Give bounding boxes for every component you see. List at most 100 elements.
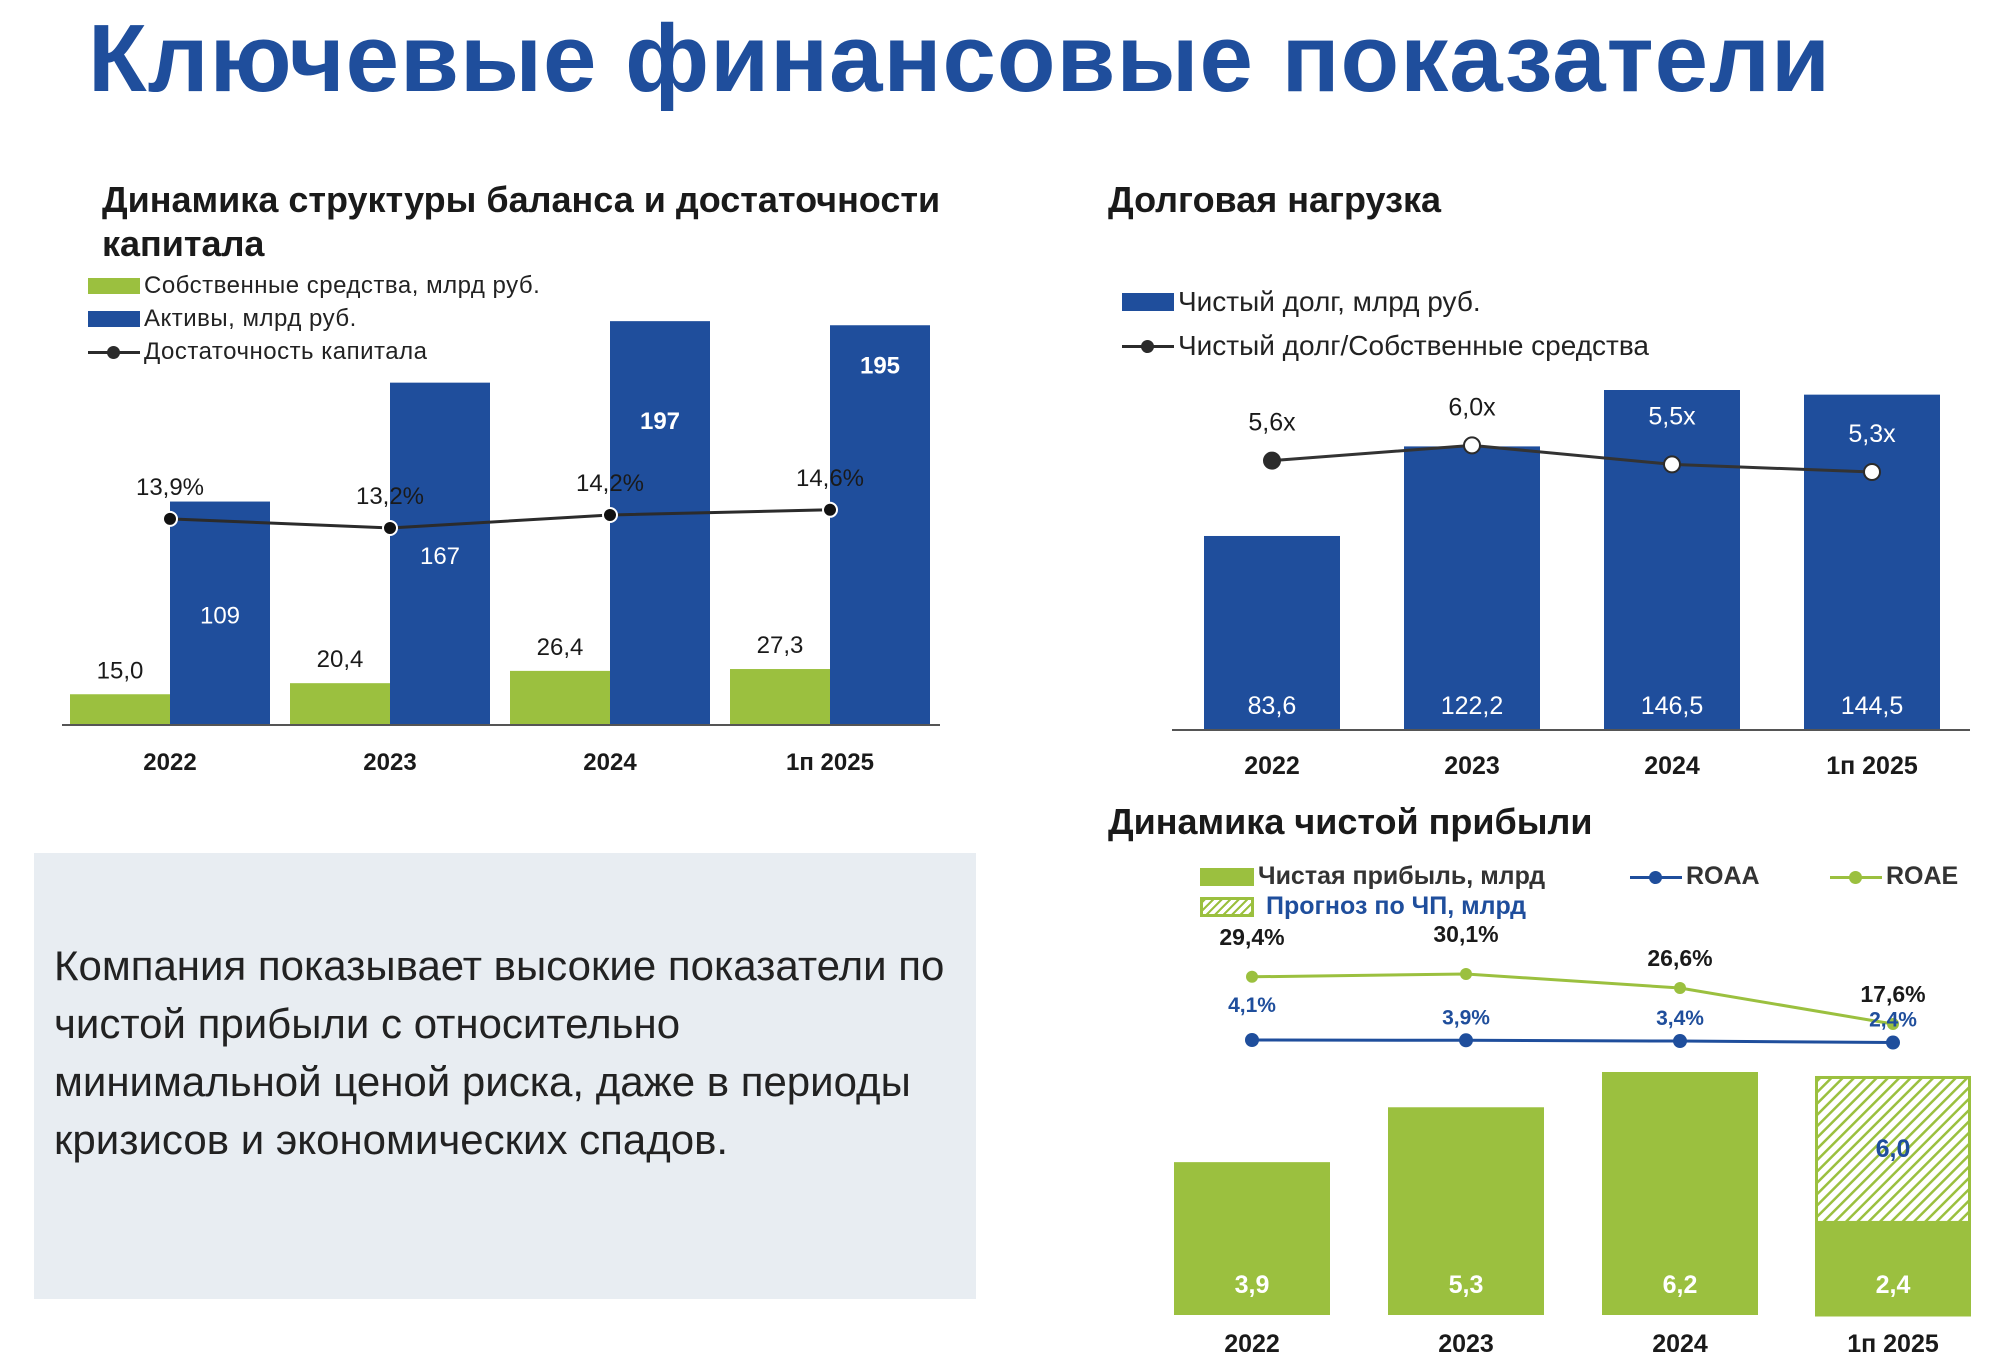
label-net-debt-2022: 83,6 bbox=[1248, 692, 1297, 720]
legend-item-net-debt: Чистый долг, млрд руб. bbox=[1122, 286, 1481, 318]
label-net-profit-2022: 3,9 bbox=[1235, 1271, 1270, 1299]
point-roaa-1п-2025 bbox=[1886, 1035, 1900, 1050]
label-equity-2022: 15,0 bbox=[97, 657, 144, 684]
label-roaa-1п-2025: 2,4% bbox=[1869, 1009, 1917, 1032]
legend-item-roaa: ROAA bbox=[1630, 862, 1760, 891]
label-assets-1п-2025: 195 bbox=[860, 352, 900, 379]
label-assets-2024: 197 bbox=[640, 408, 680, 435]
point-debt-ratio-2022 bbox=[1263, 451, 1281, 470]
bar-equity-2022 bbox=[70, 694, 170, 725]
legend-swatch-net-debt bbox=[1122, 293, 1174, 311]
description-text: Компания показывает высокие показатели п… bbox=[54, 942, 945, 1163]
label-capital-adequacy-1п-2025: 14,6% bbox=[796, 465, 864, 492]
label-capital-adequacy-2022: 13,9% bbox=[136, 474, 204, 501]
label-debt-ratio-1п-2025: 5,3x bbox=[1848, 420, 1896, 448]
label-roae-2024: 26,6% bbox=[1647, 945, 1712, 971]
legend-label-assets: Активы, млрд руб. bbox=[144, 305, 357, 332]
label-net-profit-1п-2025: 2,4 bbox=[1876, 1271, 1911, 1299]
legend-label-equity: Собственные средства, млрд руб. bbox=[144, 272, 541, 299]
bar-net-profit-2023 bbox=[1388, 1107, 1544, 1315]
label-roaa-2022: 4,1% bbox=[1228, 994, 1276, 1017]
point-debt-ratio-2024 bbox=[1663, 455, 1681, 474]
x-tick-debt-2024: 2024 bbox=[1644, 752, 1700, 780]
bar-assets-2024 bbox=[610, 321, 710, 725]
legend-item-capital-adequacy: Достаточность капитала bbox=[88, 338, 427, 366]
bar-assets-2023 bbox=[390, 382, 490, 725]
label-debt-ratio-2024: 5,5x bbox=[1648, 402, 1696, 430]
legend-swatch-profit-forecast bbox=[1200, 896, 1254, 917]
description-box: Компания показывает высокие показатели п… bbox=[34, 853, 976, 1299]
point-roaa-2024 bbox=[1673, 1034, 1687, 1049]
point-roae-1п-2025 bbox=[1887, 1018, 1899, 1030]
balance-chart-title: Динамика структуры баланса и достаточнос… bbox=[102, 179, 941, 264]
bar-assets-1п-2025 bbox=[830, 325, 930, 725]
legend-label-capital-adequacy: Достаточность капитала bbox=[144, 338, 428, 365]
point-capital-adequacy-1п-2025 bbox=[822, 501, 838, 518]
label-equity-1п-2025: 27,3 bbox=[757, 632, 804, 659]
bar-net-debt-1п-2025 bbox=[1804, 394, 1940, 730]
legend-label-profit-forecast: Прогноз по ЧП, млрд bbox=[1266, 892, 1526, 920]
x-tick-profit-2023: 2023 bbox=[1438, 1330, 1494, 1358]
x-tick-profit-2024: 2024 bbox=[1652, 1330, 1708, 1358]
label-capital-adequacy-2023: 13,2% bbox=[356, 483, 424, 510]
legend-label-roaa: ROAA bbox=[1686, 862, 1760, 890]
legend-item-profit-forecast: Прогноз по ЧП, млрд bbox=[1200, 892, 1526, 921]
legend-swatch-capital-adequacy bbox=[88, 344, 140, 360]
point-capital-adequacy-2023 bbox=[382, 520, 398, 536]
bar-assets-2022 bbox=[170, 501, 270, 725]
label-equity-2023: 20,4 bbox=[317, 646, 364, 673]
line-roaa bbox=[1251, 1038, 1894, 1045]
point-roaa-2023 bbox=[1459, 1033, 1473, 1048]
bar-equity-2024 bbox=[510, 670, 610, 725]
legend-label-roae: ROAE bbox=[1886, 862, 1959, 890]
x-tick-debt-2022: 2022 bbox=[1244, 752, 1300, 780]
line-roae bbox=[1251, 972, 1894, 1026]
bar-net-debt-2023 bbox=[1404, 446, 1540, 730]
legend-label-debt-ratio: Чистый долг/Собственные средства bbox=[1178, 330, 1649, 361]
legend-label-net-profit: Чистая прибыль, млрд bbox=[1258, 862, 1546, 890]
bar-net-profit-1п-2025 bbox=[1815, 1220, 1971, 1315]
legend-swatch-equity bbox=[88, 278, 140, 294]
page-title: Ключевые финансовые показатели bbox=[88, 5, 1832, 112]
bar-equity-1п-2025 bbox=[730, 669, 830, 725]
legend-item-net-profit: Чистая прибыль, млрд bbox=[1200, 862, 1545, 891]
point-roae-2023 bbox=[1460, 968, 1472, 980]
legend-swatch-roaa bbox=[1630, 869, 1682, 885]
point-debt-ratio-1п-2025 bbox=[1863, 463, 1881, 481]
x-tick-2023: 2023 bbox=[363, 749, 416, 776]
label-assets-2023: 167 bbox=[420, 543, 460, 570]
bar-net-debt-2022 bbox=[1204, 535, 1340, 730]
label-roae-2022: 29,4% bbox=[1219, 924, 1284, 950]
x-tick-2022: 2022 bbox=[143, 749, 196, 776]
legend-item-roae: ROAE bbox=[1830, 862, 1958, 891]
x-tick-1п-2025: 1п 2025 bbox=[786, 749, 874, 776]
label-roaa-2023: 3,9% bbox=[1442, 1006, 1490, 1029]
line-debt-ratio bbox=[1271, 443, 1873, 474]
label-capital-adequacy-2024: 14,2% bbox=[576, 470, 644, 497]
point-debt-ratio-2023 bbox=[1463, 436, 1481, 455]
legend-swatch-roae bbox=[1830, 869, 1882, 885]
label-profit-forecast-1п-2025: 6,0 bbox=[1876, 1135, 1911, 1163]
legend-swatch-assets bbox=[88, 311, 140, 327]
label-equity-2024: 26,4 bbox=[537, 634, 584, 661]
label-roae-1п-2025: 17,6% bbox=[1860, 981, 1925, 1007]
debt-chart-title: Долговая нагрузка bbox=[1108, 179, 1441, 220]
bar-net-debt-2024 bbox=[1604, 390, 1740, 730]
x-tick-2024: 2024 bbox=[583, 749, 637, 776]
legend-label-net-debt: Чистый долг, млрд руб. bbox=[1178, 286, 1481, 317]
line-capital-adequacy bbox=[169, 508, 831, 530]
point-roaa-2022 bbox=[1245, 1033, 1259, 1047]
legend-swatch-debt-ratio bbox=[1122, 338, 1174, 354]
label-net-debt-1п-2025: 144,5 bbox=[1841, 692, 1904, 720]
bar-equity-2023 bbox=[290, 683, 390, 725]
label-roae-2023: 30,1% bbox=[1433, 921, 1498, 947]
label-net-profit-2024: 6,2 bbox=[1663, 1271, 1698, 1299]
point-capital-adequacy-2024 bbox=[602, 507, 618, 523]
legend-item-assets: Активы, млрд руб. bbox=[88, 305, 357, 333]
legend-item-equity: Собственные средства, млрд руб. bbox=[88, 272, 540, 300]
label-assets-2022: 109 bbox=[200, 602, 240, 629]
point-capital-adequacy-2022 bbox=[162, 510, 178, 527]
legend-item-debt-ratio: Чистый долг/Собственные средства bbox=[1122, 330, 1649, 362]
x-tick-profit-2022: 2022 bbox=[1224, 1330, 1280, 1358]
point-roae-2024 bbox=[1674, 982, 1686, 994]
